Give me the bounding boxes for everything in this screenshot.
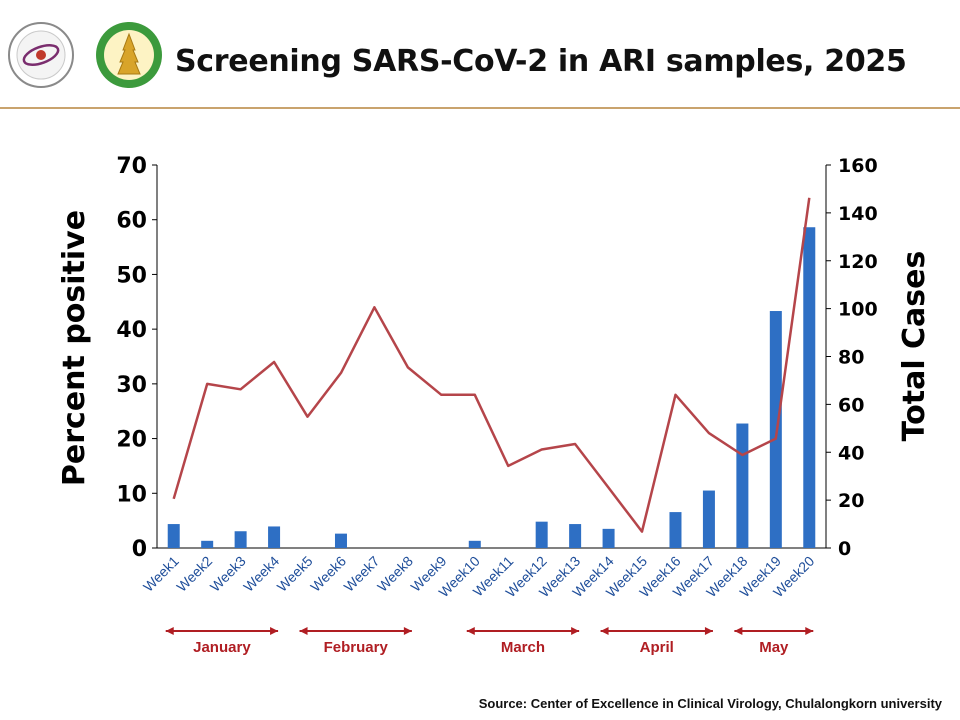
x-tick-label: Week5 bbox=[274, 553, 316, 595]
combo-chart: 0 10 20 30 40 50 60 70 0 20 40 60 80 100 120 140 160 Perc… bbox=[57, 154, 932, 656]
bar-week3 bbox=[234, 531, 247, 548]
page-title: Screening SARS-CoV-2 in ARI samples, 202… bbox=[175, 44, 907, 79]
bar-week4 bbox=[268, 526, 281, 548]
month-label: April bbox=[640, 639, 674, 656]
bar-week20 bbox=[803, 227, 816, 549]
bar-week17 bbox=[702, 490, 715, 548]
bar-week10 bbox=[468, 540, 481, 548]
month-arrow-head-left bbox=[165, 627, 174, 635]
right-tick-label: 0 bbox=[838, 538, 851, 560]
bar-week16 bbox=[669, 512, 682, 548]
right-tick-label: 20 bbox=[838, 490, 864, 512]
month-label: January bbox=[193, 639, 251, 656]
left-tick-label: 50 bbox=[116, 263, 147, 288]
university-seal-logo bbox=[96, 22, 162, 88]
bar-week1 bbox=[167, 524, 180, 548]
bar-week6 bbox=[334, 533, 347, 548]
y2-axis-title: Total Cases bbox=[897, 251, 932, 442]
left-tick-label: 20 bbox=[116, 428, 147, 453]
x-tick-label: Week7 bbox=[341, 553, 383, 595]
x-tick-label: Week6 bbox=[307, 553, 349, 595]
left-tick-label: 30 bbox=[116, 373, 147, 398]
x-tick-label: Week2 bbox=[173, 553, 215, 595]
right-tick-label: 40 bbox=[838, 442, 864, 464]
title-divider bbox=[0, 107, 960, 109]
month-label: February bbox=[324, 639, 389, 656]
left-tick-label: 60 bbox=[116, 209, 147, 234]
bar-week13 bbox=[569, 524, 582, 548]
bar-week2 bbox=[201, 540, 214, 548]
month-arrow-head-left bbox=[734, 627, 743, 635]
y-axis-title: Percent positive bbox=[57, 210, 92, 486]
month-arrow-head-right bbox=[403, 627, 412, 635]
source-note: Source: Center of Excellence in Clinical… bbox=[478, 696, 942, 711]
month-label: March bbox=[501, 639, 545, 656]
right-tick-label: 100 bbox=[838, 299, 878, 321]
month-arrow-head-right bbox=[805, 627, 814, 635]
month-arrow-head-right bbox=[571, 627, 580, 635]
institution-logo-left bbox=[8, 22, 74, 88]
right-tick-label: 60 bbox=[838, 394, 864, 416]
month-arrow-head-left bbox=[466, 627, 475, 635]
left-tick-label: 10 bbox=[116, 482, 147, 507]
month-arrow-head-left bbox=[299, 627, 308, 635]
month-label: May bbox=[759, 639, 789, 656]
x-tick-label: Week3 bbox=[207, 553, 249, 595]
left-tick-label: 70 bbox=[116, 154, 147, 179]
left-tick-label: 0 bbox=[132, 537, 147, 562]
right-tick-label: 120 bbox=[838, 251, 878, 273]
right-tick-label: 140 bbox=[838, 203, 878, 225]
bar-week14 bbox=[602, 528, 615, 548]
bar-week18 bbox=[736, 423, 749, 548]
right-tick-label: 80 bbox=[838, 347, 864, 369]
percent-positive-line bbox=[172, 197, 811, 533]
x-tick-label: Week4 bbox=[240, 553, 282, 595]
x-tick-label: Week8 bbox=[374, 553, 416, 595]
bar-week12 bbox=[535, 521, 548, 548]
month-arrow-head-right bbox=[270, 627, 279, 635]
month-arrow-head-right bbox=[704, 627, 713, 635]
left-tick-label: 40 bbox=[116, 318, 147, 343]
right-tick-label: 160 bbox=[838, 155, 878, 177]
month-arrow-head-left bbox=[600, 627, 609, 635]
